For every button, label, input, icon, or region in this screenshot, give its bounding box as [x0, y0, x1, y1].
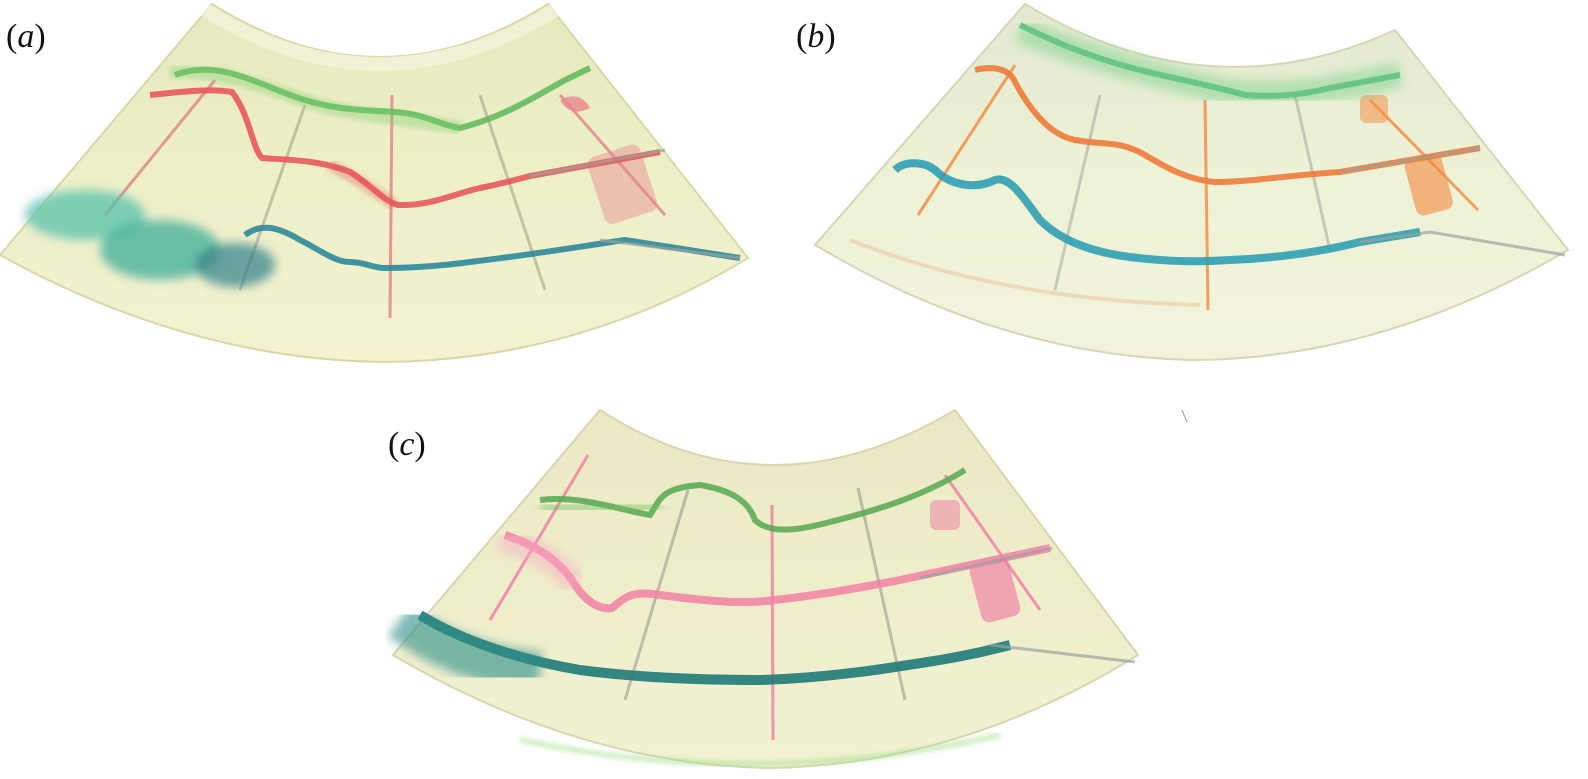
panel-c-marker-scribble — [930, 500, 1021, 623]
panel-a-photo — [0, 2, 750, 364]
panel-label-c: (c) — [388, 426, 426, 463]
panel-label-b: (b) — [796, 18, 836, 55]
panel-c-marker-line-right — [943, 474, 1042, 611]
panel-a-marker-line-right — [558, 94, 667, 216]
stray-mark — [1181, 409, 1188, 423]
panel-b-tank — [813, 2, 1570, 362]
panel-a-dye-cloud — [25, 190, 275, 287]
panel-c-photo — [388, 408, 1140, 770]
panel-a-blue-dye-streak — [243, 224, 741, 272]
panel-label-a: (a) — [6, 18, 46, 55]
panel-a-inner-wall — [201, 4, 559, 71]
panel-b-marker-scribble — [1360, 95, 1453, 216]
panel-a-marker-line-left — [103, 79, 217, 216]
panel-b-orange-dye-streak — [974, 65, 1481, 186]
panel-b-marker-line-center — [1203, 99, 1210, 311]
panel-b-blue-dye-streak — [892, 159, 1421, 266]
panel-c-marker-line-left — [488, 454, 590, 621]
panel-c-marker-line-center — [770, 504, 775, 741]
panel-b-photo — [813, 2, 1570, 362]
panel-b-marker-line-left — [916, 64, 1017, 216]
